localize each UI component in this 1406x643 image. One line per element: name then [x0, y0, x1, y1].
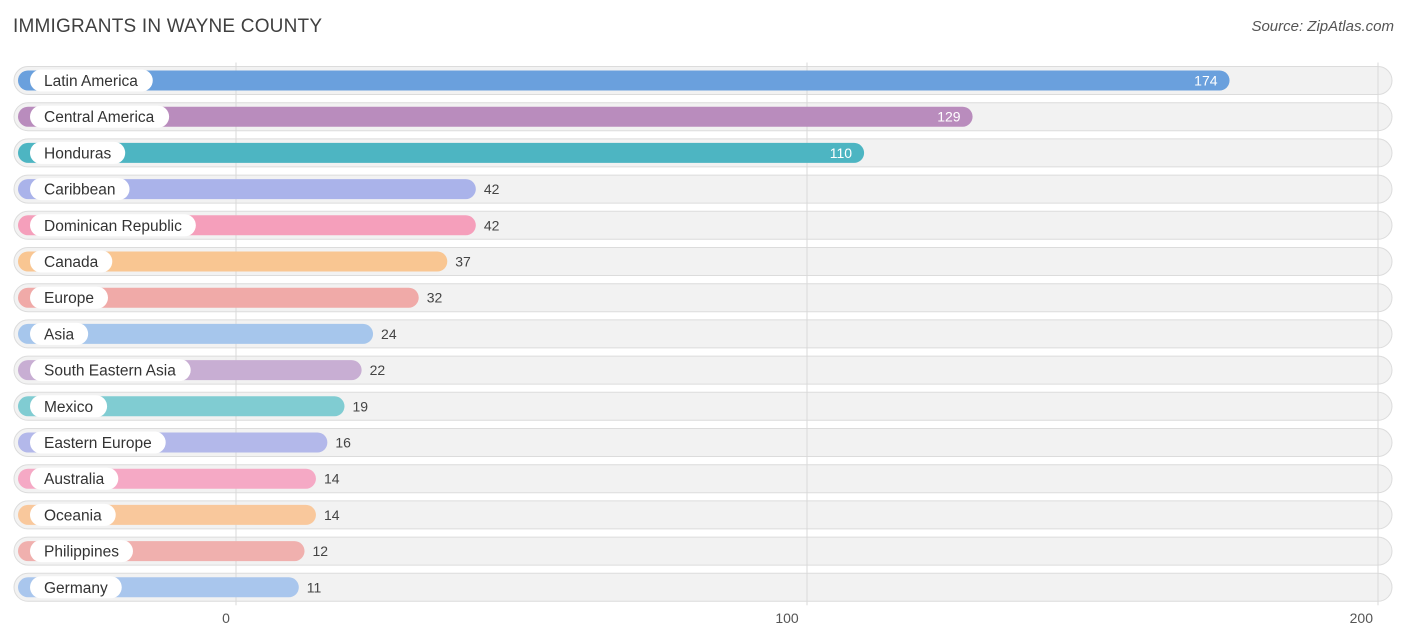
value-label: 37 [455, 254, 471, 270]
category-label-pill [30, 395, 108, 418]
category-label: Germany [44, 580, 108, 597]
value-label: 11 [307, 579, 322, 595]
category-label: Honduras [44, 145, 111, 162]
row-background [13, 500, 1393, 530]
bar [18, 179, 476, 200]
bar [18, 251, 448, 272]
category-label-pill [30, 286, 108, 309]
x-tick-label: 0 [222, 610, 230, 626]
category-label: Canada [44, 254, 99, 271]
value-label: 110 [830, 145, 853, 161]
bar [18, 142, 865, 163]
bar [18, 287, 419, 308]
value-label: 174 [1194, 73, 1218, 89]
value-label: 16 [335, 435, 351, 451]
category-label: Central America [44, 109, 155, 126]
bar [18, 323, 374, 344]
category-label-pill [30, 69, 153, 92]
bars: Latin America 174 Central America 129 Hondur… [18, 69, 1230, 599]
value-label: 32 [427, 290, 443, 306]
bar [18, 70, 1230, 91]
category-label-pill [30, 250, 113, 273]
category-label: Mexico [44, 399, 93, 416]
row-background [13, 464, 1393, 494]
category-label-pill [30, 214, 196, 237]
chart-title: IMMIGRANTS IN WAYNE COUNTY [13, 16, 323, 37]
x-tick-label: 200 [1350, 610, 1374, 626]
category-label-pill [30, 178, 130, 201]
row-background [13, 391, 1393, 421]
category-label: Oceania [44, 507, 102, 524]
value-label: 14 [324, 471, 340, 487]
source-credit: Source: ZipAtlas.com [1251, 18, 1394, 35]
value-label: 42 [484, 217, 500, 233]
row-background [13, 572, 1393, 602]
category-label: Caribbean [44, 182, 116, 199]
category-label-pill [30, 431, 166, 454]
category-label-pill [30, 141, 126, 164]
category-label: Philippines [44, 544, 119, 561]
value-label: 42 [484, 181, 500, 197]
category-label-pill [30, 105, 170, 128]
row-background [13, 536, 1393, 566]
category-label: South Eastern Asia [44, 363, 176, 380]
value-label: 14 [324, 507, 340, 523]
value-label: 22 [370, 362, 386, 378]
row-background [13, 428, 1393, 457]
category-label: Asia [44, 326, 75, 343]
category-label: Eastern Europe [44, 435, 152, 452]
category-label-pill [30, 503, 116, 526]
category-label-pill [30, 576, 122, 599]
x-axis-ticks: 0 100 200 [222, 610, 1373, 626]
category-label-pill [30, 359, 191, 382]
category-label: Latin America [44, 73, 138, 90]
category-label-pill [30, 467, 119, 490]
bar [18, 106, 973, 127]
category-label-pill [30, 322, 89, 345]
category-label: Europe [44, 290, 94, 307]
x-tick-label: 100 [775, 610, 799, 626]
value-label: 129 [937, 109, 961, 125]
category-label: Dominican Republic [44, 218, 182, 235]
value-label: 12 [313, 543, 329, 559]
category-label: Australia [44, 471, 105, 488]
value-label: 19 [352, 398, 368, 414]
category-label-pill [30, 540, 133, 563]
value-label: 24 [381, 326, 397, 342]
